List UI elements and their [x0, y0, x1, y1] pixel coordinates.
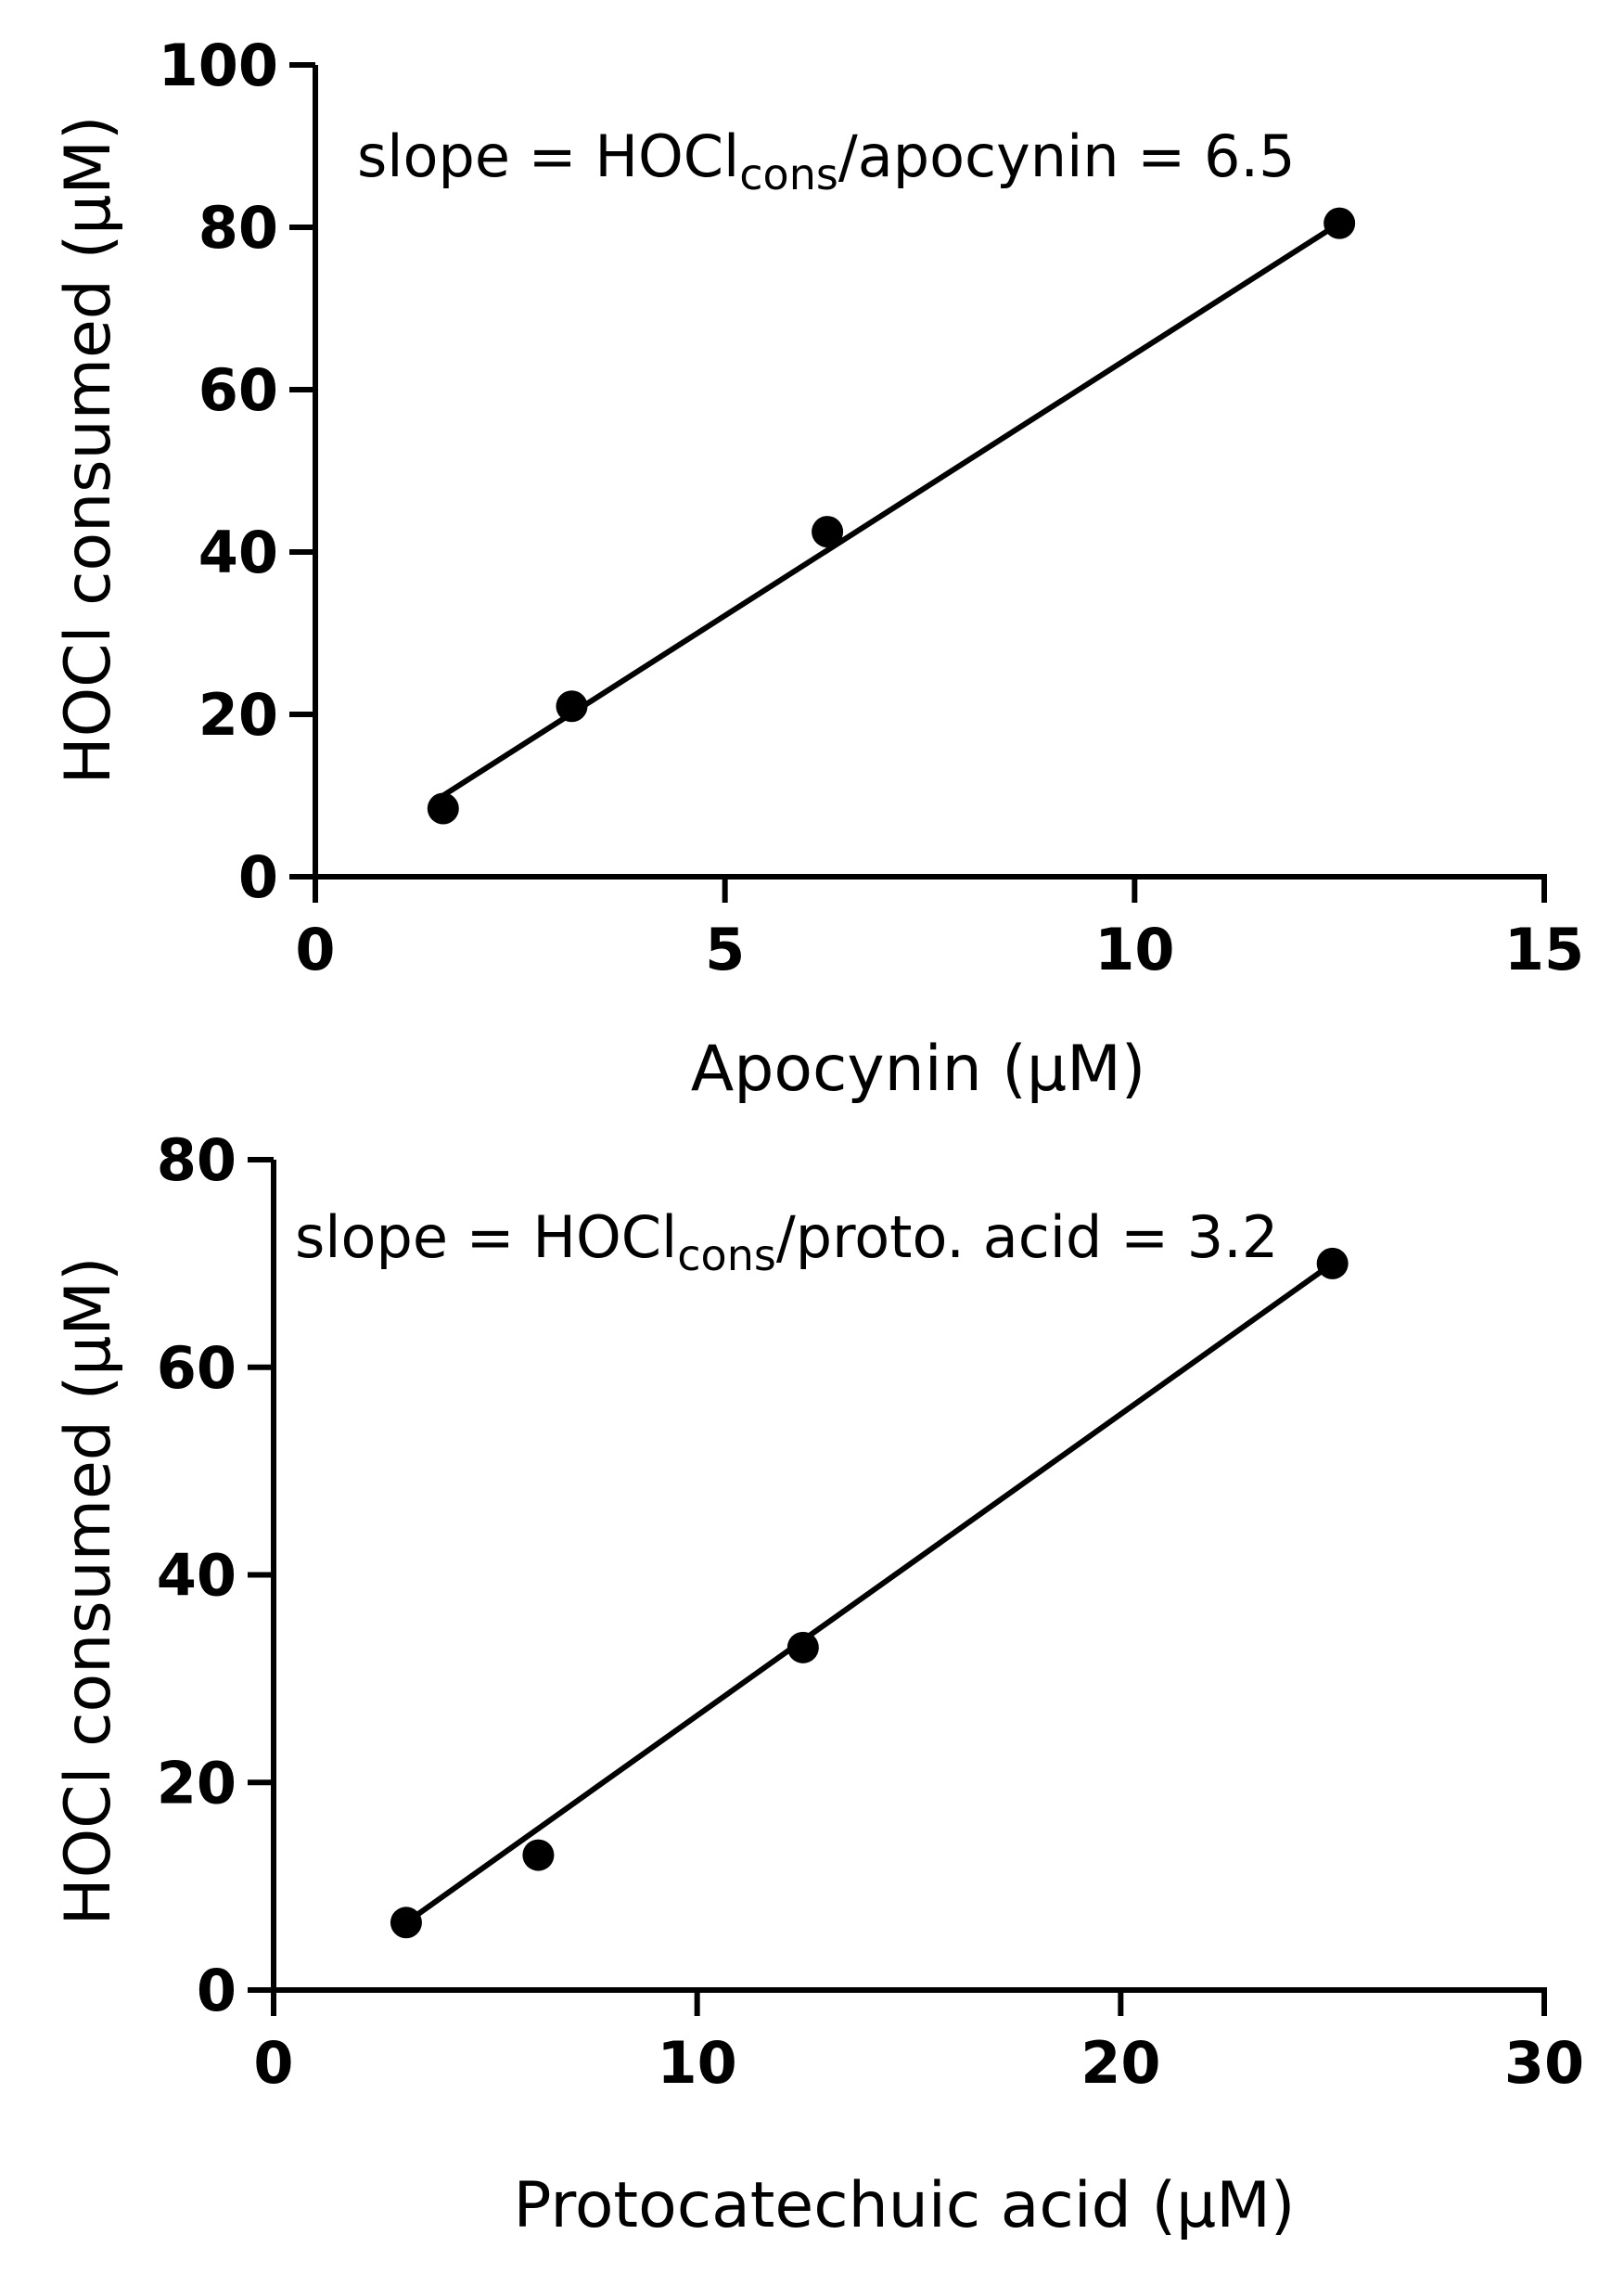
data-point [1323, 207, 1356, 239]
protocatechuic-acid-chart: slope = HOClcons/proto. acid = 3.2 Proto… [52, 1126, 1584, 2242]
y-tick-label: 40 [157, 1542, 237, 1610]
x-tick-label: 0 [253, 2029, 293, 2097]
y-axis-title: HOCl consumed (μM) [52, 1256, 125, 1925]
x-tick-label: 20 [1081, 2029, 1160, 2097]
y-tick-label: 100 [159, 32, 278, 99]
data-point [1316, 1247, 1349, 1279]
slope-annotation: slope = HOClcons/proto. acid = 3.2 [295, 1203, 1278, 1280]
apocynin-chart: slope = HOClcons/apocynin = 6.5 Apocynin… [52, 32, 1584, 1106]
data-point [390, 1907, 422, 1939]
y-tick-label: 60 [157, 1334, 237, 1402]
data-point [427, 792, 459, 825]
data-point [556, 690, 588, 723]
y-tick-label: 0 [238, 843, 278, 911]
data-point [812, 516, 844, 548]
y-tick-label: 0 [197, 1957, 237, 2024]
y-tick-label: 80 [157, 1126, 237, 1194]
y-tick-label: 80 [198, 194, 278, 262]
x-tick-label: 10 [658, 2029, 737, 2097]
y-tick-label: 40 [198, 519, 278, 586]
y-axis-title: HOCl consumed (μM) [52, 115, 125, 784]
fit-line [441, 221, 1341, 799]
x-tick-label: 5 [705, 916, 745, 983]
x-tick-label: 30 [1504, 2029, 1584, 2097]
x-axis-title: Apocynin (μM) [691, 1033, 1146, 1106]
y-tick-label: 20 [198, 681, 278, 749]
x-tick-label: 15 [1504, 916, 1584, 983]
y-tick-label: 20 [157, 1749, 237, 1817]
data-point [522, 1839, 555, 1871]
fit-line [404, 1261, 1335, 1925]
data-point [786, 1631, 819, 1663]
slope-annotation: slope = HOClcons/apocynin = 6.5 [357, 122, 1296, 199]
x-axis-title: Protocatechuic acid (μM) [514, 2169, 1296, 2242]
x-tick-label: 10 [1094, 916, 1174, 983]
x-tick-label: 0 [295, 916, 335, 983]
y-tick-label: 60 [198, 356, 278, 424]
